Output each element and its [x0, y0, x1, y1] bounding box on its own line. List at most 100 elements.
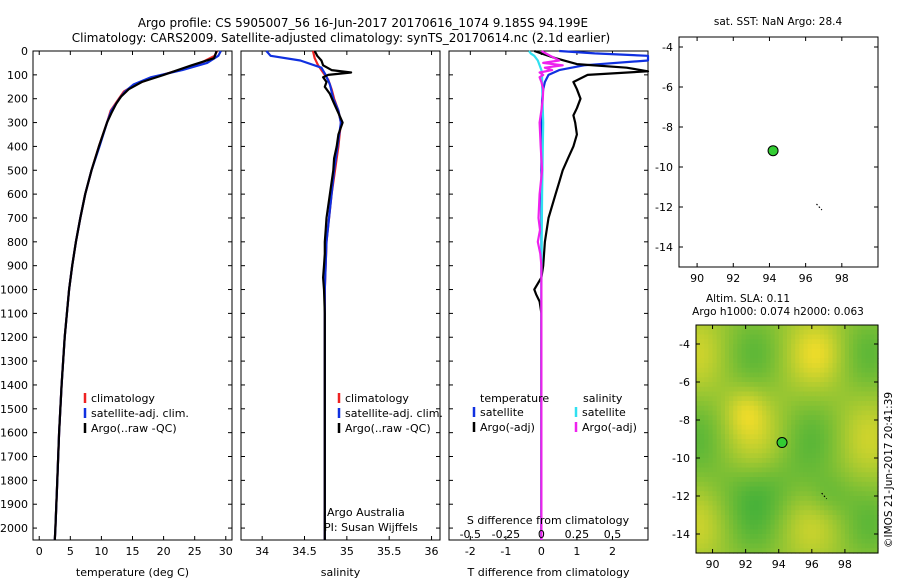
sla-map-cell: [774, 458, 780, 464]
sla-map-cell: [729, 401, 734, 407]
sla-map-cell: [762, 429, 767, 435]
sla-map-cell: [861, 462, 867, 469]
sla-map-cell: [745, 481, 751, 488]
sla-map-cell: [799, 348, 805, 355]
sla-map-cell: [853, 491, 858, 497]
sla-map-cell: [815, 543, 821, 549]
sla-map-cell: [787, 358, 792, 364]
sla-map-cell: [824, 481, 829, 488]
sla-map-cell: [820, 500, 825, 507]
sla-map-cell: [828, 358, 834, 364]
sla-map-cell: [795, 386, 801, 393]
sla-map-cell: [832, 453, 838, 459]
sla-map-cell: [782, 519, 788, 526]
sla-map-cell: [811, 429, 817, 435]
sla-map-cell: [708, 477, 714, 483]
sla-map-cell: [729, 367, 734, 374]
sla-map-cell: [857, 467, 863, 473]
sla-map-cell: [815, 496, 821, 502]
sla-map-cell: [766, 524, 772, 530]
sla-map-cell: [737, 353, 743, 359]
sla-map-cell: [865, 481, 871, 488]
sla-map-cell: [782, 396, 788, 402]
sla-map-cell: [795, 401, 801, 407]
sla-map-cell: [729, 453, 734, 459]
sla-map-cell: [766, 467, 772, 473]
sla-map-cell: [745, 329, 751, 336]
sla-map-cell: [758, 382, 763, 388]
sla-map-cell: [791, 534, 796, 540]
sla-map-cell: [820, 391, 825, 397]
sla-map-cell: [712, 481, 718, 488]
sla-map-cell: [869, 377, 875, 383]
differences-series-argo-line: [533, 49, 650, 540]
sla_map-xtick-label: 90: [706, 558, 720, 571]
sla-map-cell: [737, 382, 743, 388]
sla-map-cell: [741, 358, 747, 364]
sla-map-cell: [803, 534, 809, 540]
sla-map-cell: [811, 543, 817, 549]
sla-map-cell: [737, 443, 743, 450]
sla-map-cell: [733, 420, 738, 426]
sla-map-cell: [807, 524, 813, 530]
sla-map-cell: [770, 372, 776, 378]
temperature-xlabel: temperature (deg C): [76, 566, 189, 579]
sla-map-cell: [873, 453, 879, 459]
sla-map-cell: [803, 443, 809, 450]
sla-map-cell: [720, 491, 726, 497]
sla-map-cell: [724, 358, 730, 364]
sla-map-cell: [770, 339, 776, 345]
sla-map-cell: [803, 405, 809, 412]
sla-map-cell: [708, 348, 714, 355]
sla-map-cell: [749, 477, 755, 483]
sla-map-cell: [820, 453, 825, 459]
sla-map-cell: [857, 434, 863, 440]
sla-map-cell: [840, 524, 846, 530]
sla-map-cell: [745, 429, 751, 435]
sla-map-cell: [700, 524, 705, 530]
sla-map-cell: [811, 339, 817, 345]
sla-map-cell: [700, 529, 705, 535]
sla-map-cell: [791, 510, 796, 516]
sla-map-cell: [766, 458, 772, 464]
sla-map-cell: [753, 472, 759, 478]
sla-map-cell: [865, 458, 871, 464]
sla-map-cell: [741, 486, 747, 492]
sla-map-cell: [815, 367, 821, 374]
sla-map-cell: [774, 515, 780, 521]
sla-map-cell: [762, 519, 767, 526]
sla-map-cell: [799, 401, 805, 407]
sla-map-cell: [758, 420, 763, 426]
sla-map-cell: [720, 424, 726, 431]
sla-map-cell: [741, 538, 747, 545]
sla-map-cell: [733, 472, 738, 478]
sla-map-cell: [704, 462, 710, 469]
sla-map-cell: [787, 543, 792, 549]
sla-map-cell: [708, 467, 714, 473]
sla-map-cell: [865, 510, 871, 516]
sla-map-cell: [820, 334, 825, 340]
sla-map-cell: [844, 415, 850, 421]
sla-map-cell: [853, 391, 858, 397]
sla-map-cell: [700, 477, 705, 483]
sla-map-cell: [811, 396, 817, 402]
sla-map-cell: [729, 515, 734, 521]
sla-map-cell: [724, 334, 730, 340]
sla-map-cell: [840, 481, 846, 488]
sla-map-cell: [815, 344, 821, 350]
sla-map-cell: [787, 382, 792, 388]
sla-map-cell: [745, 491, 751, 497]
sla-map-cell: [770, 377, 776, 383]
sla-map-cell: [778, 405, 784, 412]
figure-title-line1: Argo profile: CS 5905007_56 16-Jun-2017 …: [138, 16, 588, 30]
sla-map-cell: [778, 448, 784, 454]
sla-map-cell: [803, 548, 809, 554]
sla-map-cell: [700, 481, 705, 488]
sla-map-cell: [873, 344, 879, 350]
sla-map-cell: [832, 334, 838, 340]
temperature-legend-label: satellite-adj. clim.: [91, 407, 189, 420]
sla-map-cell: [828, 382, 834, 388]
sla-map-cell: [803, 363, 809, 369]
sla-map-cell: [745, 396, 751, 402]
sla-map-cell: [828, 496, 834, 502]
